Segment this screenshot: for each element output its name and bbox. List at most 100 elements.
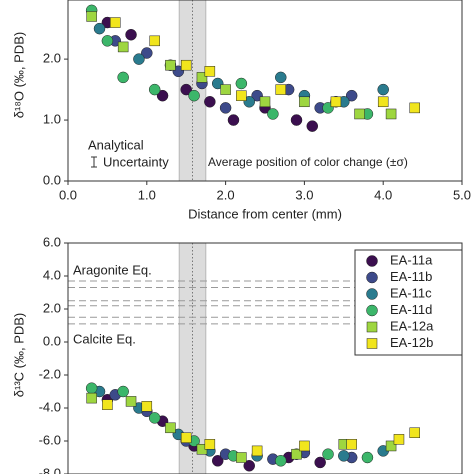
legend-label: EA-11d (390, 302, 432, 317)
point (235, 77, 248, 90)
point (220, 84, 231, 95)
annotation: Calcite Eq. (73, 331, 136, 346)
y-tick-label: 0.0 (43, 333, 61, 348)
point (377, 83, 389, 96)
legend-label: EA-11b (390, 269, 432, 284)
x-tick-label: 4.0 (374, 187, 392, 202)
y-tick-label: 1.0 (43, 111, 61, 126)
point (141, 47, 153, 59)
plot-area (68, 243, 462, 474)
point (165, 59, 176, 71)
point (377, 96, 389, 108)
point (275, 84, 287, 95)
plot-area (85, 0, 420, 181)
point (148, 83, 161, 96)
point (110, 17, 121, 28)
x-tick-label: 2.0 (217, 187, 235, 202)
point (93, 22, 106, 35)
point (101, 35, 114, 47)
point (196, 72, 208, 83)
point (306, 120, 319, 132)
point (236, 452, 247, 463)
annotation: Average position of color change (±σ) (208, 155, 408, 169)
point (338, 450, 350, 462)
point (180, 59, 192, 71)
point (86, 11, 97, 22)
y-tick-label: -4.0 (39, 399, 61, 414)
point (330, 96, 342, 108)
point (409, 427, 420, 438)
point (361, 451, 374, 464)
point (251, 445, 263, 457)
point (86, 392, 97, 404)
legend-marker (366, 304, 378, 317)
point (188, 89, 200, 102)
point (299, 440, 310, 452)
x-tick-label: 5.0 (453, 187, 471, 202)
point (236, 90, 247, 101)
legend-marker (366, 255, 378, 267)
point (141, 401, 153, 412)
y-tick-label: 0.0 (43, 172, 61, 187)
legend-box (354, 249, 463, 356)
legend-marker (366, 271, 378, 284)
point (299, 96, 310, 108)
point (290, 114, 303, 126)
point (117, 385, 129, 398)
y-tick-label: 2.0 (43, 300, 61, 315)
point (204, 96, 216, 108)
legend-label: EA-12a (390, 318, 434, 333)
point (204, 439, 216, 450)
y-tick-label: 4.0 (43, 267, 61, 282)
legend-label: EA-11a (390, 252, 433, 267)
point (204, 66, 216, 77)
point (133, 53, 145, 65)
x-axis-label: Distance from center (mm) (188, 206, 342, 221)
point (314, 456, 326, 469)
legend-marker (366, 338, 378, 349)
y-axis-label: δ¹⁸O (‰, PDB) (11, 32, 26, 118)
point (211, 455, 224, 467)
legend-label: EA-12b (390, 335, 433, 350)
point (275, 71, 287, 84)
y-tick-label: 2.0 (43, 51, 61, 66)
point (125, 396, 137, 407)
point (125, 28, 137, 41)
point (85, 382, 98, 394)
point (354, 108, 365, 120)
annotation: Aragonite Eq. (73, 262, 152, 277)
point (219, 102, 232, 114)
legend-marker (366, 321, 378, 333)
annotation: Uncertainty (103, 154, 169, 169)
point (385, 440, 397, 452)
point (180, 83, 192, 96)
point (291, 448, 302, 460)
axes-frame (67, 242, 463, 474)
point (322, 448, 334, 460)
point (275, 455, 287, 467)
x-tick-label: 0.0 (59, 187, 77, 202)
point (180, 432, 192, 443)
point (165, 422, 176, 434)
point (102, 399, 113, 410)
point (267, 108, 279, 120)
annotation: Analytical (88, 137, 144, 152)
point (345, 89, 358, 102)
legend-marker (366, 288, 378, 300)
legend-label: EA-11c (390, 285, 432, 300)
point (346, 439, 357, 450)
point (149, 35, 160, 47)
point (227, 114, 240, 126)
uncertainty-bar (91, 156, 97, 168)
point (243, 460, 255, 472)
point (148, 412, 161, 424)
point (393, 434, 405, 445)
point (117, 41, 129, 53)
axes-frame (67, 0, 463, 182)
x-tick-label: 3.0 (295, 187, 313, 202)
y-tick-label: -2.0 (39, 366, 61, 381)
y-axis-label: δ¹³C (‰, PDB) (11, 313, 26, 398)
point (117, 71, 129, 84)
y-tick-label: -6.0 (39, 432, 61, 447)
